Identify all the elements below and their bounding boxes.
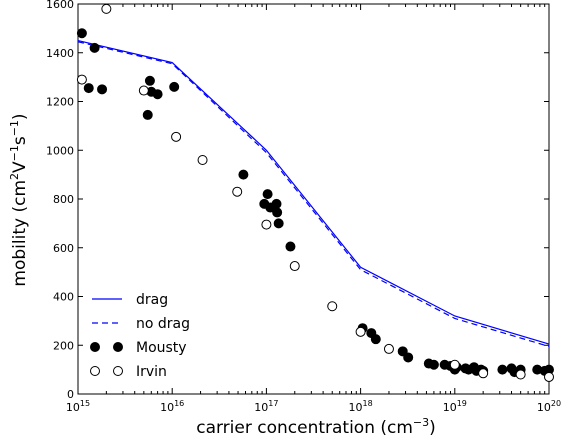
x-axis-title: carrier concentration (cm−3) — [196, 416, 436, 438]
legend-label-no-drag: no drag — [136, 316, 190, 332]
y-axis-title-unit-v: V — [10, 161, 30, 173]
data-point-mousty — [272, 207, 283, 218]
plot-frame — [77, 3, 550, 395]
x-tick-label-exponent: 20 — [551, 399, 561, 408]
series-group — [76, 3, 554, 382]
data-point-irvin — [355, 326, 366, 337]
x-tick-label: 1019 — [443, 399, 467, 414]
y-axis-title-main: mobility (cm — [10, 180, 30, 287]
series-no-drag — [77, 41, 550, 348]
data-point-mousty — [144, 75, 155, 86]
x-tick-label: 1017 — [254, 399, 278, 414]
data-point-mousty — [370, 334, 381, 345]
data-point-irvin — [76, 74, 87, 85]
x-tick-label: 1015 — [66, 399, 90, 414]
data-point-mousty — [142, 109, 153, 120]
data-point-mousty — [152, 89, 163, 100]
data-point-mousty — [428, 359, 439, 370]
data-point-irvin — [449, 359, 460, 370]
x-tick-label-exponent: 19 — [457, 399, 467, 408]
x-tick-label-exponent: 17 — [268, 399, 278, 408]
y-axis-title-exp3: −1 — [8, 120, 21, 136]
y-tick-label: 1600 — [46, 0, 74, 11]
x-tick-label-base: 10 — [349, 401, 363, 414]
y-tick-label: 1000 — [46, 144, 74, 157]
x-tick-label-exponent: 16 — [174, 399, 184, 408]
legend-marker-mousty — [113, 342, 123, 352]
data-point-mousty — [83, 83, 94, 94]
legend-marker-irvin — [113, 366, 123, 376]
data-point-irvin — [101, 3, 112, 14]
data-point-mousty — [403, 352, 414, 363]
y-tick-label: 1400 — [46, 47, 74, 60]
x-axis-title-main: carrier concentration (cm — [196, 418, 413, 438]
data-point-mousty — [89, 42, 100, 53]
legend-label-mousty: Mousty — [136, 340, 187, 356]
legend-item-irvin: Irvin — [90, 364, 167, 380]
x-tick-label-base: 10 — [160, 401, 174, 414]
x-tick-label-base: 10 — [443, 401, 457, 414]
legend-item-no-drag: no drag — [92, 316, 190, 332]
x-tick-label: 1018 — [349, 399, 373, 414]
data-point-irvin — [383, 343, 394, 354]
legend: drag no drag Mousty Irvin — [90, 292, 190, 380]
data-point-mousty — [271, 198, 282, 209]
plot-area — [77, 3, 550, 395]
legend-marker-irvin — [90, 366, 100, 376]
data-point-mousty — [76, 28, 87, 39]
y-tick-label: 400 — [53, 291, 74, 304]
series-irvin — [76, 3, 554, 382]
x-axis-title-close: ) — [429, 418, 436, 438]
data-point-irvin — [171, 131, 182, 142]
x-tick-label: 1016 — [160, 399, 184, 414]
legend-label-irvin: Irvin — [136, 364, 167, 380]
legend-item-mousty: Mousty — [90, 340, 187, 356]
x-tick-label-base: 10 — [66, 401, 80, 414]
data-point-irvin — [327, 301, 338, 312]
legend-label-drag: drag — [136, 292, 168, 308]
y-axis-title: mobility (cm2V−1s−1) — [8, 113, 30, 286]
y-tick-label: 800 — [53, 193, 74, 206]
data-point-mousty — [262, 189, 273, 200]
data-point-irvin — [197, 155, 208, 165]
data-point-mousty — [169, 81, 180, 92]
y-tick-label: 600 — [53, 242, 74, 255]
data-point-mousty — [238, 169, 249, 180]
data-point-irvin — [261, 219, 272, 230]
y-axis-title-unit-s: s — [10, 136, 30, 145]
x-tick-label-exponent: 15 — [80, 399, 90, 408]
x-tick-label: 1020 — [537, 399, 561, 414]
data-point-irvin — [138, 85, 149, 96]
y-axis-title-close: ) — [10, 113, 30, 120]
data-point-mousty — [397, 346, 408, 357]
data-point-mousty — [97, 84, 108, 95]
x-tick-label-base: 10 — [254, 401, 268, 414]
data-point-irvin — [478, 368, 489, 379]
data-point-irvin — [544, 371, 554, 382]
data-point-mousty — [285, 241, 296, 252]
y-axis-title-exp1: 2 — [8, 173, 21, 180]
y-tick-label: 0 — [67, 388, 74, 401]
legend-marker-mousty — [90, 342, 100, 352]
y-tick-label: 200 — [53, 339, 74, 352]
data-point-mousty — [273, 218, 284, 229]
series-line-drag — [77, 39, 550, 345]
y-tick-label: 1200 — [46, 96, 74, 109]
series-drag — [77, 39, 550, 345]
data-point-irvin — [232, 186, 243, 197]
y-axis-title-exp2: −1 — [8, 145, 21, 161]
x-tick-label-exponent: 18 — [363, 399, 373, 408]
data-point-mousty — [497, 364, 508, 375]
series-line-no-drag — [77, 41, 550, 348]
series-mousty — [76, 28, 554, 378]
data-point-irvin — [289, 261, 300, 272]
legend-item-drag: drag — [92, 292, 168, 308]
x-tick-label-base: 10 — [537, 401, 551, 414]
data-point-irvin — [515, 369, 526, 380]
x-axis-title-exponent: −3 — [413, 416, 429, 429]
